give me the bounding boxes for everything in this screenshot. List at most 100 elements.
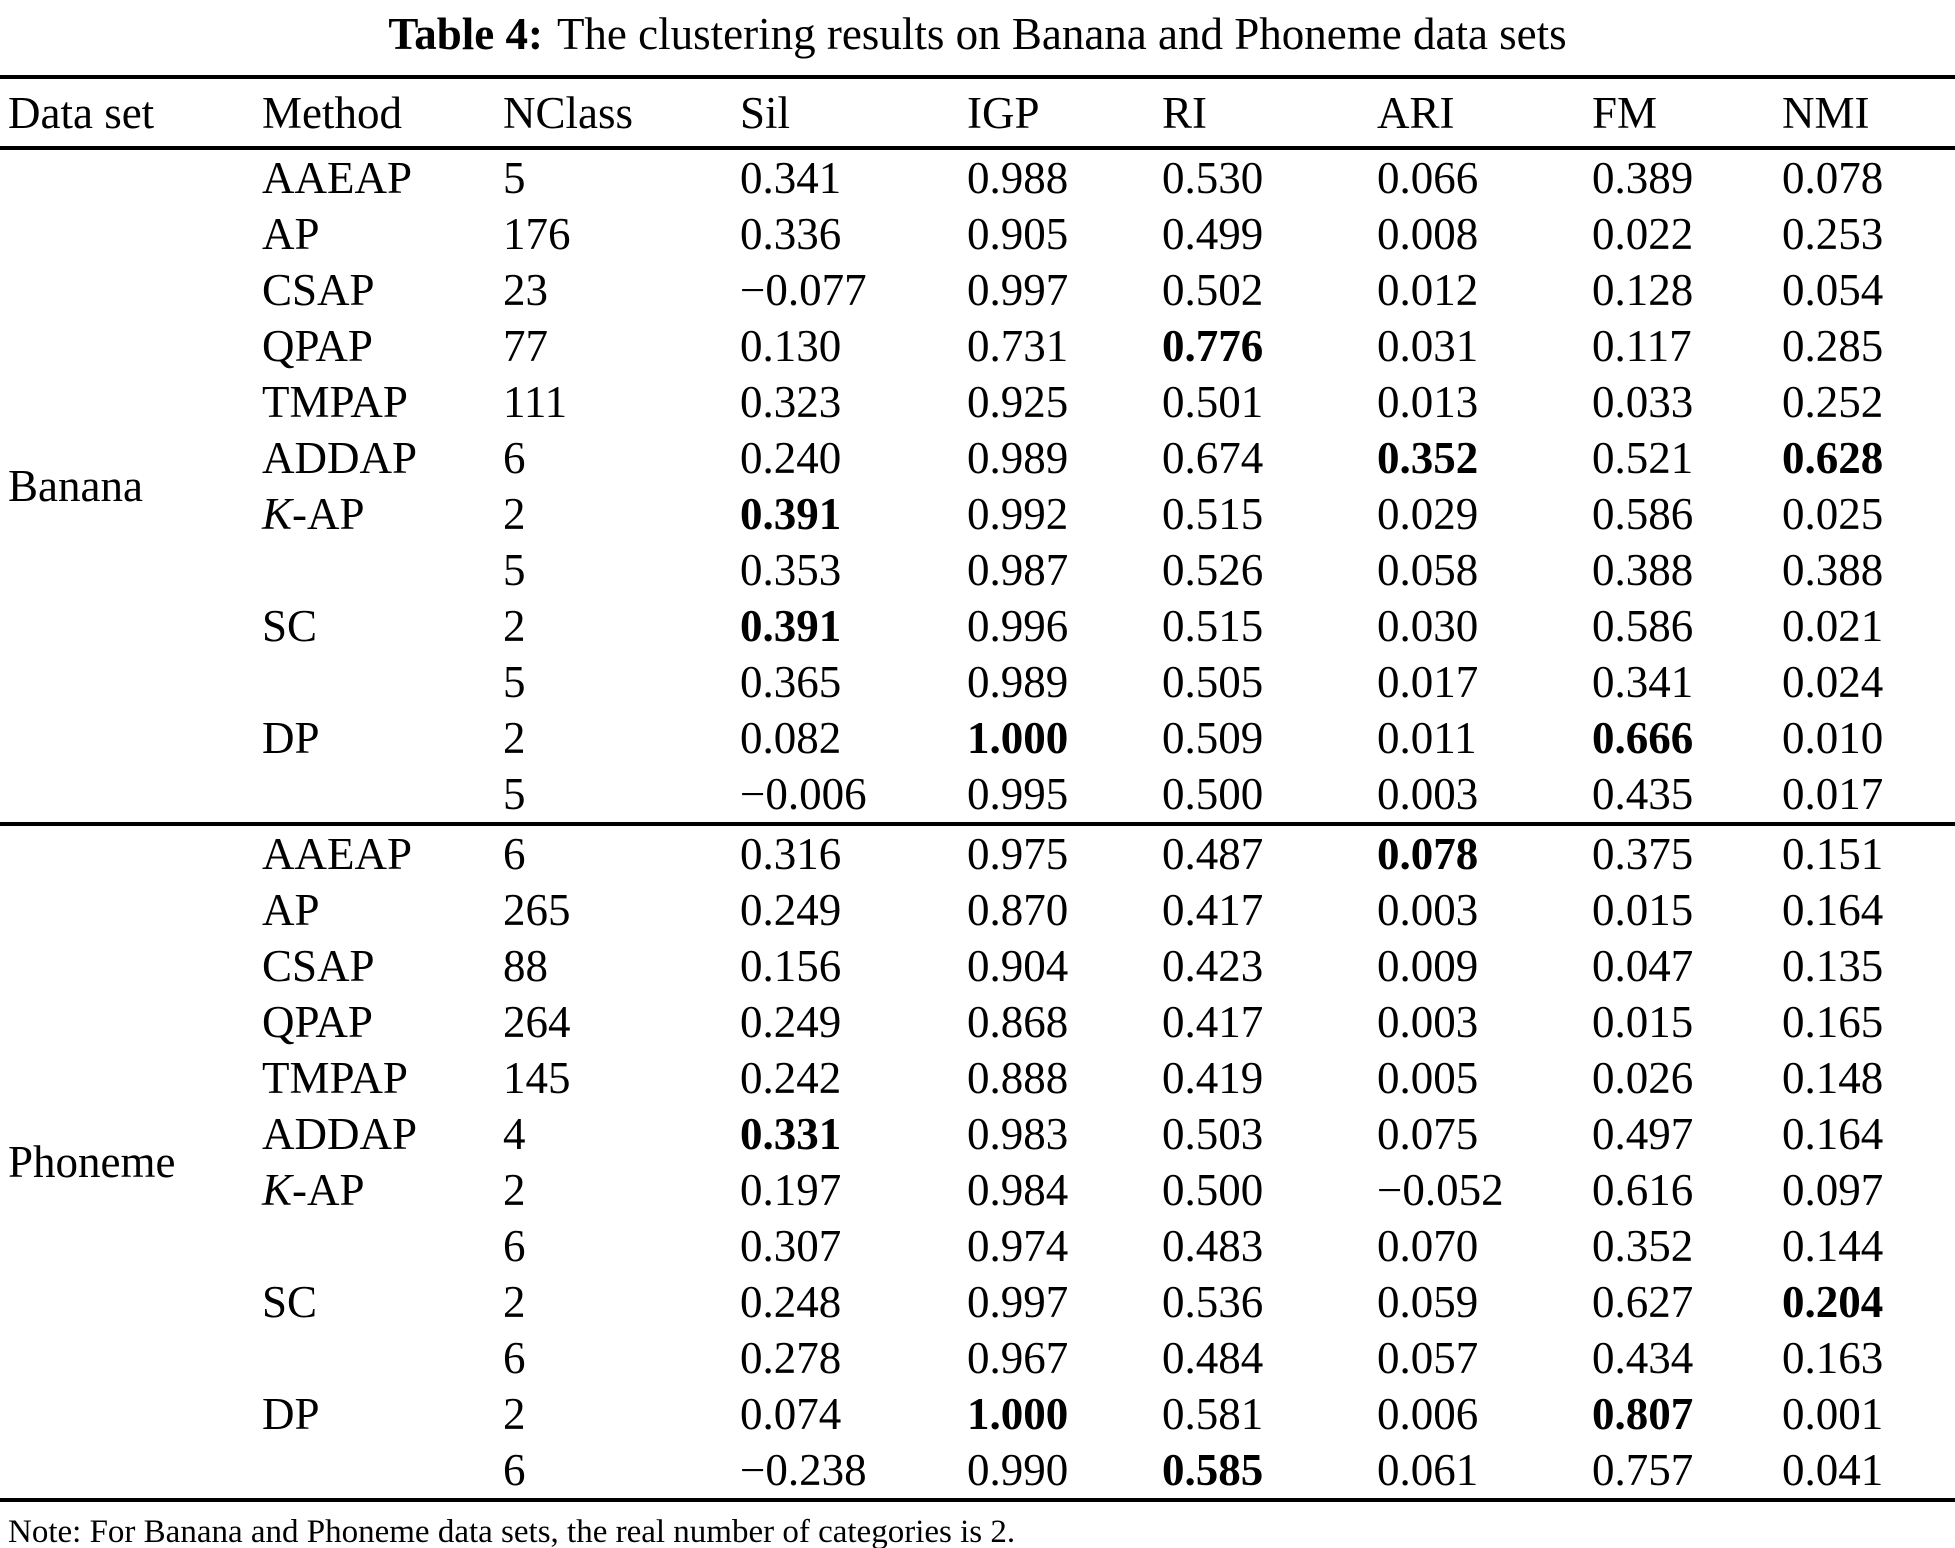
table-row: 6 0.307 0.974 0.483 0.070 0.352 0.144 bbox=[0, 1218, 1955, 1274]
value-cell-sil: 0.336 bbox=[740, 209, 842, 259]
value-cell-sil: 0.197 bbox=[740, 1165, 842, 1215]
value-cell-ri: 0.515 bbox=[1162, 601, 1264, 651]
method-cell bbox=[262, 1218, 503, 1274]
method-cell: SC bbox=[262, 1277, 318, 1327]
value-cell-nmi: 0.164 bbox=[1782, 885, 1884, 935]
value-cell-sil: 0.323 bbox=[740, 377, 842, 427]
value-cell-ri: 0.674 bbox=[1162, 433, 1264, 483]
nclass-cell: 23 bbox=[503, 265, 548, 315]
value-cell-sil: 0.365 bbox=[740, 657, 842, 707]
value-cell-ri: 0.509 bbox=[1162, 713, 1264, 763]
value-cell-igp: 0.996 bbox=[967, 601, 1069, 651]
value-cell-igp: 0.888 bbox=[967, 1053, 1069, 1103]
col-header-nmi: NMI bbox=[1782, 77, 1955, 150]
value-cell-sil: 0.278 bbox=[740, 1333, 842, 1383]
table-row: 5 0.353 0.987 0.526 0.058 0.388 0.388 bbox=[0, 542, 1955, 598]
nclass-cell: 264 bbox=[503, 997, 571, 1047]
nclass-cell: 4 bbox=[503, 1109, 526, 1159]
value-cell-ri: 0.501 bbox=[1162, 377, 1264, 427]
col-header-fm: FM bbox=[1592, 77, 1782, 150]
method-cell: K-AP bbox=[262, 1165, 365, 1215]
value-cell-ri: 0.536 bbox=[1162, 1277, 1264, 1327]
value-cell-ari: 0.070 bbox=[1377, 1221, 1479, 1271]
value-cell-ari: 0.058 bbox=[1377, 545, 1479, 595]
value-cell-sil: 0.240 bbox=[740, 433, 842, 483]
value-cell-nmi: 0.097 bbox=[1782, 1165, 1884, 1215]
method-cell bbox=[262, 654, 503, 710]
nclass-cell: 265 bbox=[503, 885, 571, 935]
value-cell-ri: 0.500 bbox=[1162, 1165, 1264, 1215]
value-cell-ri: 0.526 bbox=[1162, 545, 1264, 595]
table-row: 6 0.278 0.967 0.484 0.057 0.434 0.163 bbox=[0, 1330, 1955, 1386]
value-cell-sil: 0.082 bbox=[740, 713, 842, 763]
value-cell-ari: 0.011 bbox=[1377, 713, 1477, 763]
value-cell-ari: 0.059 bbox=[1377, 1277, 1479, 1327]
value-cell-sil: −0.077 bbox=[740, 265, 867, 315]
value-cell-sil: 0.130 bbox=[740, 321, 842, 371]
nclass-cell: 6 bbox=[503, 433, 526, 483]
value-cell-fm: 0.341 bbox=[1592, 657, 1694, 707]
header-row: Data set Method NClass Sil IGP RI ARI FM… bbox=[0, 77, 1955, 150]
value-cell-sil: −0.238 bbox=[740, 1445, 867, 1495]
value-cell-ari: 0.003 bbox=[1377, 885, 1479, 935]
value-cell-ari: 0.075 bbox=[1377, 1109, 1479, 1159]
value-cell-ri: 0.487 bbox=[1162, 822, 1377, 882]
col-header-sil: Sil bbox=[740, 77, 967, 150]
method-cell: TMPAP bbox=[262, 377, 408, 427]
value-cell-fm: 0.497 bbox=[1592, 1109, 1694, 1159]
table-row: Banana AAEAP 5 0.341 0.988 0.530 0.066 0.… bbox=[0, 148, 1955, 511]
value-cell-sil: 0.391 bbox=[740, 489, 842, 539]
nclass-cell: 88 bbox=[503, 941, 548, 991]
value-cell-ri: 0.419 bbox=[1162, 1053, 1264, 1103]
nclass-cell: 77 bbox=[503, 321, 548, 371]
value-cell-igp: 0.870 bbox=[967, 885, 1069, 935]
value-cell-igp: 0.984 bbox=[967, 1165, 1069, 1215]
value-cell-sil: 0.331 bbox=[740, 1109, 842, 1159]
value-cell-ri: 0.484 bbox=[1162, 1333, 1264, 1383]
value-cell-nmi: 0.054 bbox=[1782, 265, 1884, 315]
method-cell: ADDAP bbox=[262, 1109, 418, 1159]
table-caption: Table 4: The clustering results on Banana… bbox=[0, 0, 1955, 75]
value-cell-igp: 0.974 bbox=[967, 1221, 1069, 1271]
nclass-cell: 2 bbox=[503, 713, 526, 763]
table-row: 6 −0.238 0.990 0.585 0.061 0.757 0.041 bbox=[0, 1442, 1955, 1500]
value-cell-nmi: 0.285 bbox=[1782, 321, 1884, 371]
value-cell-ari: 0.031 bbox=[1377, 321, 1479, 371]
table-note: Note: For Banana and Phoneme data sets, … bbox=[8, 1514, 1016, 1548]
value-cell-fm: 0.757 bbox=[1592, 1445, 1694, 1495]
value-cell-ari: 0.012 bbox=[1377, 265, 1479, 315]
value-cell-ri: 0.503 bbox=[1162, 1109, 1264, 1159]
col-header-dataset: Data set bbox=[0, 77, 262, 150]
value-cell-igp: 0.997 bbox=[967, 265, 1069, 315]
value-cell-igp: 0.904 bbox=[967, 941, 1069, 991]
method-cell: ADDAP bbox=[262, 433, 418, 483]
value-cell-ari: 0.013 bbox=[1377, 377, 1479, 427]
value-cell-igp: 0.992 bbox=[967, 489, 1069, 539]
nclass-cell: 2 bbox=[503, 601, 526, 651]
value-cell-ari: 0.030 bbox=[1377, 601, 1479, 651]
col-header-igp: IGP bbox=[967, 77, 1162, 150]
nclass-cell: 5 bbox=[503, 545, 526, 595]
method-cell bbox=[262, 1330, 503, 1386]
value-cell-ari: 0.057 bbox=[1377, 1333, 1479, 1383]
value-cell-nmi: 0.388 bbox=[1782, 545, 1884, 595]
value-cell-fm: 0.022 bbox=[1592, 209, 1694, 259]
value-cell-ri: 0.417 bbox=[1162, 885, 1264, 935]
table-row: DP 2 0.074 1.000 0.581 0.006 0.807 0.001 bbox=[0, 1386, 1955, 1442]
value-cell-igp: 0.925 bbox=[967, 377, 1069, 427]
value-cell-sil: 0.249 bbox=[740, 997, 842, 1047]
table-row: K-AP 2 0.197 0.984 0.500 −0.052 0.616 0.… bbox=[0, 1162, 1955, 1218]
value-cell-ari: 0.029 bbox=[1377, 489, 1479, 539]
value-cell-nmi: 0.165 bbox=[1782, 997, 1884, 1047]
nclass-cell: 2 bbox=[503, 489, 526, 539]
value-cell-ari: 0.061 bbox=[1377, 1445, 1479, 1495]
value-cell-sil: −0.006 bbox=[740, 769, 867, 819]
value-cell-igp: 0.990 bbox=[967, 1445, 1069, 1495]
value-cell-nmi: 0.041 bbox=[1782, 1445, 1884, 1495]
method-cell: CSAP bbox=[262, 941, 375, 991]
method-cell: QPAP bbox=[262, 997, 373, 1047]
table-row: QPAP 77 0.130 0.731 0.776 0.031 0.117 0.… bbox=[0, 318, 1955, 374]
value-cell-ri: 0.581 bbox=[1162, 1389, 1264, 1439]
value-cell-nmi: 0.017 bbox=[1782, 769, 1884, 819]
method-cell: AP bbox=[262, 885, 320, 935]
